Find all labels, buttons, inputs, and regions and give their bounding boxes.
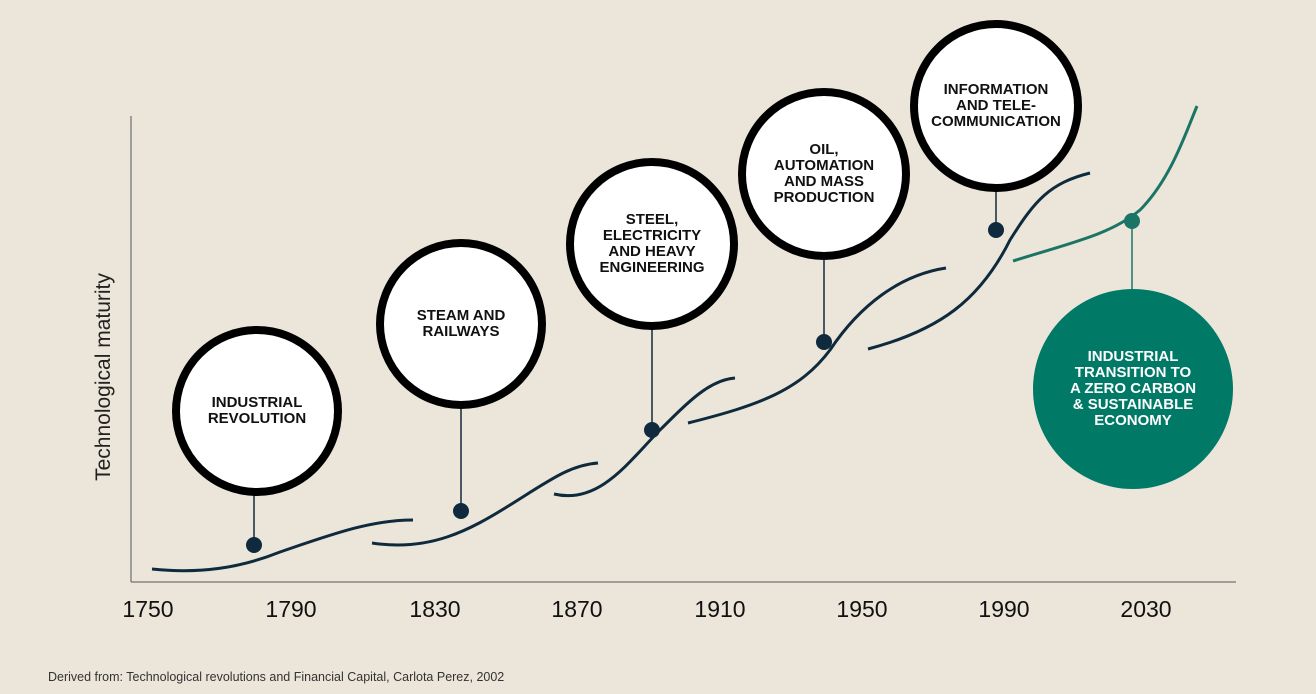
marker-dot bbox=[1124, 213, 1140, 229]
marker-dot bbox=[246, 537, 262, 553]
bubble-label: INFORMATION AND TELE- COMMUNICATION bbox=[931, 81, 1061, 130]
marker-dot bbox=[644, 422, 660, 438]
curve-industrial-revolution bbox=[151, 518, 414, 573]
bubble-steel-electricity: STEEL, ELECTRICITY AND HEAVY ENGINEERING bbox=[566, 158, 738, 330]
bubble-label: INDUSTRIAL TRANSITION TO A ZERO CARBON &… bbox=[1069, 348, 1197, 429]
x-tick-label: 1990 bbox=[978, 596, 1030, 622]
bubble-label: STEAM AND RAILWAYS bbox=[416, 307, 506, 340]
bubble-industrial-revolution: INDUSTRIAL REVOLUTION bbox=[172, 326, 342, 496]
x-tick-label: 1750 bbox=[122, 596, 174, 622]
x-tick-label: 1830 bbox=[409, 596, 461, 622]
bubble-label: STEEL, ELECTRICITY AND HEAVY ENGINEERING bbox=[599, 211, 705, 276]
source-note: Derived from: Technological revolutions … bbox=[48, 670, 505, 684]
bubble-oil-automation: OIL, AUTOMATION AND MASS PRODUCTION bbox=[738, 88, 910, 260]
curve-oil-automation bbox=[687, 266, 947, 425]
curve-zero-carbon bbox=[1012, 105, 1199, 263]
bubble-information-telecom: INFORMATION AND TELE- COMMUNICATION bbox=[910, 20, 1082, 192]
x-tick-label: 1910 bbox=[694, 596, 746, 622]
marker-dot bbox=[988, 222, 1004, 238]
bubble-steam-railways: STEAM AND RAILWAYS bbox=[376, 239, 546, 409]
marker-dot bbox=[816, 334, 832, 350]
bubble-label: OIL, AUTOMATION AND MASS PRODUCTION bbox=[773, 141, 875, 206]
curve-information-telecom bbox=[867, 171, 1091, 351]
curve-steel-electricity bbox=[553, 376, 736, 498]
bubble-label: INDUSTRIAL REVOLUTION bbox=[207, 394, 307, 427]
curve-steam-railways bbox=[371, 461, 599, 547]
x-tick-label: 1870 bbox=[551, 596, 603, 622]
x-tick-label: 1790 bbox=[265, 596, 317, 622]
bubble-zero-carbon-transition: INDUSTRIAL TRANSITION TO A ZERO CARBON &… bbox=[1033, 289, 1233, 489]
y-axis-label: Technological maturity bbox=[92, 273, 115, 481]
marker-dot bbox=[453, 503, 469, 519]
x-tick-label: 1950 bbox=[836, 596, 888, 622]
x-tick-label: 2030 bbox=[1120, 596, 1172, 622]
